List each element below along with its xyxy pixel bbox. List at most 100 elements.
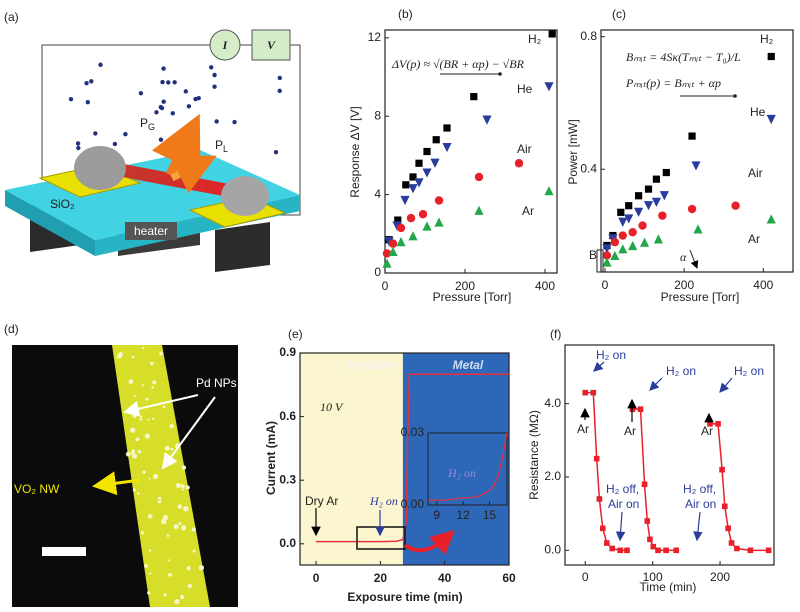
nanoparticle [187,584,193,589]
nanoparticle [137,449,142,454]
gas-molecule [209,65,214,70]
nanoparticle [173,524,179,530]
arrow [92,471,141,496]
panel-label: (c) [612,7,626,21]
gas-molecule [75,141,81,146]
panel-label: (d) [4,322,19,336]
nanoparticle [159,497,162,500]
marker [415,159,423,167]
marker [443,124,451,132]
x-tick-label: 0 [602,278,609,292]
nanoparticle [159,351,163,356]
symbol: P [140,116,148,130]
marker [628,228,637,237]
annotation: Ar [701,424,713,438]
x-tick-label: 15 [483,508,497,522]
gas-molecule [273,149,279,155]
nanoparticle [144,433,150,439]
marker [382,258,392,268]
marker [728,540,735,546]
panel-label: (f) [550,327,561,341]
annotation: Pₘᵢₜ(p) = Bₘᵢₜ + αp [625,76,721,90]
nanoparticle [137,492,140,495]
marker [721,503,728,510]
annotation: Dry Ar [305,494,338,508]
zoom-arrow [403,529,455,555]
gas-molecule [154,110,159,115]
annotation: Bₘᵢₜ = 4Sκ(Tₘᵢₜ − T₀)/L [626,50,741,64]
nanoparticle [136,437,140,441]
marker [388,246,398,257]
marker [409,173,417,181]
circuit-wire [41,44,210,180]
x-tick-label: 60 [502,571,516,585]
marker [582,389,589,396]
nanoparticle [186,566,191,571]
heater-label: heater [134,224,168,238]
nanoparticle [151,386,155,389]
chart: 0 200 400 0.4 0.8 H₂ He Air Ar (c) Pressure [Torr]… [566,7,794,304]
nanoparticle [166,534,170,537]
annotation: H₂ on [447,466,476,480]
marker [655,547,661,554]
nanoparticle [181,465,187,470]
bracket [596,249,604,273]
gas-molecule [158,104,164,110]
nanoparticle [144,563,149,568]
nanoparticle [148,549,152,552]
gas-molecule [93,131,98,136]
y-tick-label: 4 [374,187,381,201]
nanoparticle [147,418,150,421]
gas-molecules [68,62,283,156]
series-label: H₂ [760,32,774,46]
arrow [161,396,216,470]
x-axis-label: Pressure [Torr] [433,290,512,304]
voltage-label: V [267,38,276,52]
marker [590,389,597,396]
x-tick-label: 40 [438,571,452,585]
region-label: Metal [453,358,484,372]
gas-molecule [84,80,89,86]
marker [644,185,653,193]
y-tick-label: 0.8 [580,29,597,43]
nanoparticle [163,593,167,597]
heater-tag [125,222,177,240]
marker [617,547,624,554]
ammeter [209,29,241,61]
gas-molecule [98,62,103,67]
marker [662,168,670,177]
substrate-side [5,190,95,256]
panel-label: (b) [398,7,413,21]
arrow [693,511,703,542]
marker [725,525,731,532]
gas-molecule [232,119,237,125]
marker [422,168,432,178]
gas-molecule [172,80,177,85]
marker [687,204,697,214]
marker [634,207,644,217]
nanoparticle [150,361,154,366]
nanoparticle [130,427,136,433]
panel-label: (e) [288,327,303,341]
droplet [221,176,269,216]
x-tick-label: 200 [455,279,475,293]
plot-frame [384,29,558,274]
gas-molecule [170,111,175,116]
gas-molecule [166,80,171,85]
nanoparticle [179,594,185,600]
marker [470,93,478,101]
y-tick-label: 0.9 [279,345,296,359]
arrow [719,377,733,393]
y-tick-label: 0.4 [580,161,597,175]
annotation: B [589,248,597,262]
marker [765,547,772,554]
marker [618,231,627,240]
marker [639,237,650,247]
x-tick-label: 9 [433,508,440,522]
marker [734,545,740,552]
chart: 9 12 15 0.00 0.03 H₂ on [401,425,508,522]
marker [482,115,492,125]
x-tick-label: 20 [374,571,388,585]
nanoparticle [164,445,170,451]
